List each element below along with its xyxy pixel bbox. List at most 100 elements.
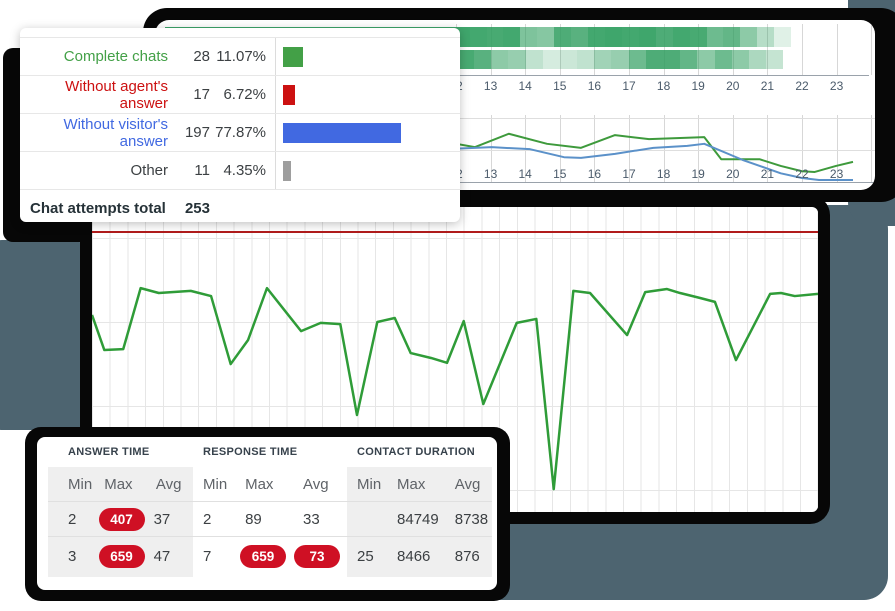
stats-row-bar	[283, 160, 291, 181]
stats-total-value: 253	[184, 199, 210, 217]
column-header: Avg	[303, 475, 329, 493]
availability-segment	[748, 50, 767, 69]
vertical-gridline	[629, 24, 630, 75]
time-table-data-row: 7 659 73	[193, 537, 347, 575]
vertical-gridline	[802, 115, 803, 182]
metric-cell: 3	[68, 547, 77, 565]
vertical-gridline	[663, 115, 665, 182]
availability-segment	[731, 50, 749, 69]
metric-cell: 659	[240, 544, 302, 568]
stats-total-row: Chat attempts total 253	[20, 189, 460, 222]
stats-row-count: 197	[184, 124, 210, 141]
availability-segment	[621, 27, 639, 47]
column-header: Min	[203, 475, 228, 493]
vertical-gridline	[732, 115, 734, 182]
metric-cell: 84749	[397, 510, 439, 528]
hour-tick-label: 21	[760, 79, 775, 93]
alert-value-badge: 407	[98, 507, 145, 531]
metric-cell: 25	[357, 547, 374, 565]
stats-total-label: Chat attempts total	[30, 199, 166, 217]
gridline	[155, 118, 875, 119]
time-table-data-row: 2 89 33	[193, 502, 347, 537]
hour-tick-label: 23	[829, 79, 844, 93]
time-table-section-title: CONTACT DURATION	[357, 446, 476, 458]
availability-segment	[645, 50, 663, 69]
stats-row-barcell	[275, 38, 460, 75]
availability-segment	[554, 27, 572, 47]
hour-tick-label: 17	[622, 79, 636, 93]
availability-segment	[697, 50, 715, 69]
metric-cell: 407	[98, 507, 154, 531]
stats-row-percent: 6.72%	[223, 86, 266, 103]
availability-segment	[503, 27, 521, 47]
availability-segment	[723, 27, 741, 47]
vertical-gridline	[836, 24, 838, 75]
stats-row-count: 11	[194, 162, 210, 179]
hour-tick-label: 20	[726, 167, 740, 181]
availability-segment	[571, 27, 589, 47]
metric-cell: 8738	[454, 510, 489, 528]
hour-tick-label: 18	[656, 167, 671, 181]
vertical-gridline	[490, 115, 492, 182]
time-table-group: Min Max Avg 2 89 33 7 659 73	[193, 467, 347, 577]
stats-row: Without visitor's answer 197 77.87%	[20, 113, 460, 151]
horizontal-gridline	[92, 321, 818, 323]
availability-segment	[486, 27, 504, 47]
metric-cell: 2	[203, 510, 212, 528]
stats-row-percent: 77.87%	[215, 124, 266, 141]
vertical-gridline	[594, 115, 596, 182]
time-table-data-row: 84749 8738	[347, 502, 492, 537]
hour-tick-label: 19	[691, 79, 705, 93]
time-table-section-titles: ANSWER TIME RESPONSE TIME CONTACT DURATION	[48, 437, 492, 467]
stats-row-percent: 4.35%	[223, 162, 266, 179]
vertical-gridline	[871, 115, 873, 182]
stats-row: Complete chats 28 11.07%	[20, 37, 460, 75]
availability-segment	[588, 27, 605, 47]
vertical-gridline	[836, 115, 838, 182]
vertical-gridline	[490, 24, 492, 75]
metric-cell: 8466	[397, 547, 431, 565]
availability-segment	[474, 50, 492, 69]
metric-cell: 7	[203, 547, 212, 565]
availability-segment	[537, 27, 555, 47]
stats-row-bar	[283, 46, 303, 67]
horizontal-gridline	[92, 405, 818, 407]
availability-segment	[766, 50, 783, 69]
vertical-gridline	[732, 24, 734, 75]
hour-axis-bottom: 121314151617181920212223	[155, 167, 875, 181]
alert-value-badge: 659	[98, 544, 145, 568]
stats-row-count: 17	[193, 86, 210, 103]
availability-segment	[706, 27, 724, 47]
availability-segment	[774, 27, 791, 47]
availability-segment	[577, 50, 595, 69]
column-header: Avg	[454, 475, 481, 493]
vertical-gridline	[525, 24, 527, 75]
time-table-body: Min Max Avg 2 407 37 3 659 47 Min Max Avg 2 89 33 7 659 7…	[48, 467, 492, 577]
vertical-gridline	[629, 115, 630, 182]
vertical-gridline	[871, 24, 873, 75]
series-green-line	[445, 134, 853, 172]
hour-tick-label: 22	[795, 79, 809, 93]
hour-tick-label: 13	[483, 79, 498, 93]
hour-tick-label: 14	[518, 167, 532, 181]
stats-row-label: Without agent's answer	[65, 77, 168, 112]
vertical-gridline	[698, 24, 700, 75]
chat-volume-line	[92, 288, 818, 489]
hourly-line-chart	[155, 115, 875, 183]
hour-tick-label: 17	[622, 167, 636, 181]
time-table-section-title: RESPONSE TIME	[203, 446, 298, 458]
vertical-gridline	[802, 24, 803, 75]
stats-row-barcell	[275, 152, 460, 189]
stats-row-label: Without visitor's answer	[63, 115, 168, 150]
chat-attempts-card: Complete chats 28 11.07% Without agent's an…	[20, 28, 460, 222]
availability-segment	[508, 50, 526, 69]
hour-tick-label: 16	[587, 167, 602, 181]
availability-segment	[655, 27, 673, 47]
vertical-gridline	[767, 115, 769, 182]
time-table-group: Min Max Avg 84749 8738 25 8466 876	[347, 467, 492, 577]
availability-segment	[740, 27, 758, 47]
stats-row: Other 11 4.35%	[20, 151, 460, 189]
alert-value-badge: 659	[240, 544, 286, 568]
time-table-section-title: ANSWER TIME	[68, 446, 150, 458]
